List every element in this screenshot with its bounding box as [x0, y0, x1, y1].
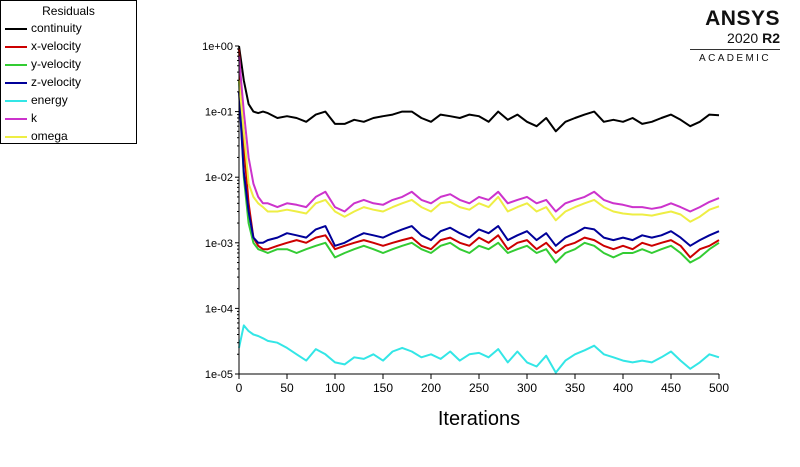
series-line-energy — [238, 324, 720, 374]
legend-swatch — [5, 46, 27, 48]
legend-item-z-velocity: z-velocity — [1, 74, 136, 92]
legend-swatch — [5, 82, 27, 84]
brand-version-line: 2020 R2 — [690, 30, 780, 46]
legend-title: Residuals — [42, 4, 95, 18]
brand-release: R2 — [762, 30, 780, 46]
brand-name: ANSYS — [705, 7, 780, 30]
y-tick-label: 1e-05 — [205, 369, 233, 381]
brand-edition: ACADEMIC — [699, 53, 771, 64]
x-tick-label: 350 — [565, 381, 585, 395]
legend-swatch — [5, 64, 27, 66]
residuals-legend: Residuals continuity x-velocity y-velocity… — [0, 0, 137, 144]
y-tick-label: 1e-04 — [205, 303, 233, 315]
legend-swatch — [5, 118, 27, 120]
x-tick-label: 150 — [373, 381, 393, 395]
legend-label: y-velocity — [31, 57, 82, 71]
x-tick-label: 450 — [661, 381, 681, 395]
y-tick-label: 1e-03 — [205, 238, 233, 250]
x-tick-label: 0 — [236, 381, 243, 395]
series-line-continuity — [238, 45, 720, 133]
plot-axes: 1e-05 1e-04 1e-03 1e-02 1e-01 1e+00 0 50 100 150 2… — [202, 41, 729, 395]
series-line-z-velocity — [238, 91, 720, 247]
series-line-omega — [238, 80, 720, 223]
y-tick-label: 1e+00 — [202, 41, 233, 53]
legend-label: x-velocity — [31, 39, 82, 53]
legend-item-x-velocity: x-velocity — [1, 38, 136, 56]
y-tick-label: 1e-01 — [205, 107, 233, 119]
legend-item-continuity: continuity — [1, 20, 136, 38]
x-tick-label: 500 — [709, 381, 729, 395]
x-axis-label: Iterations — [438, 408, 520, 430]
x-tick-label: 50 — [280, 381, 294, 395]
x-tick-label: 250 — [469, 381, 489, 395]
legend-label: energy — [31, 93, 68, 107]
legend-label: k — [31, 111, 37, 125]
legend-swatch — [5, 136, 27, 138]
series-line-k — [238, 56, 720, 213]
ansys-brand: ANSYS 2020 R2 ACADEMIC — [690, 8, 780, 64]
legend-item-k: k — [1, 110, 136, 128]
brand-divider — [690, 49, 780, 50]
brand-version: 2020 — [727, 30, 759, 46]
legend-label: omega — [31, 129, 68, 143]
legend-item-y-velocity: y-velocity — [1, 56, 136, 74]
x-tick-label: 300 — [517, 381, 537, 395]
series-line-x-velocity — [238, 48, 720, 259]
legend-item-omega: omega — [1, 128, 136, 146]
legend-label: z-velocity — [31, 75, 82, 89]
x-tick-label: 100 — [325, 381, 345, 395]
series-line-y-velocity — [238, 80, 720, 264]
x-tick-label: 200 — [421, 381, 441, 395]
plot-lines — [238, 45, 720, 374]
x-tick-label: 400 — [613, 381, 633, 395]
legend-item-energy: energy — [1, 92, 136, 110]
legend-swatch — [5, 28, 27, 30]
y-tick-label: 1e-02 — [205, 172, 233, 184]
legend-label: continuity — [31, 21, 82, 35]
legend-swatch — [5, 100, 27, 102]
